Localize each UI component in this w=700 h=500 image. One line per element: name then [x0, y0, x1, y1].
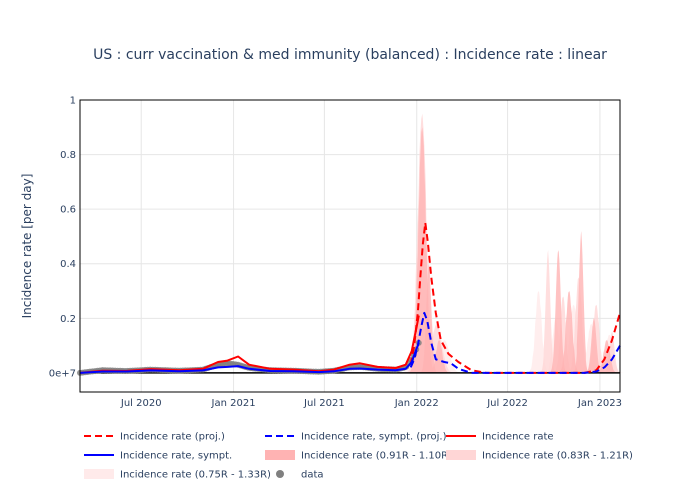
- band-incidence-rate-0-75r-1-33r: [422, 340, 467, 373]
- legend-label: Incidence rate (proj.): [120, 432, 225, 443]
- x-tick-label: Jul 2022: [486, 398, 528, 409]
- chart-title: US : curr vaccination & med immunity (ba…: [93, 47, 607, 63]
- x-tick-label: Jan 2021: [211, 398, 256, 409]
- band-incidence-rate-0-91r-1-10r: [547, 250, 570, 373]
- series-lines: [79, 221, 621, 374]
- band-incidence-rate-0-83r-1-21r: [550, 296, 576, 373]
- x-tick-label: Jan 2023: [577, 398, 622, 409]
- band-incidence-rate-0-83r-1-21r: [538, 250, 558, 373]
- band-incidence-rate-0-75r-1-33r: [524, 291, 553, 373]
- series-incidence-rate: [79, 315, 420, 374]
- legend-label: Incidence rate (0.83R - 1.21R): [482, 451, 633, 462]
- x-axis-ticks: Jul 2020 Jan 2021 Jul 2021 Jan 2022 Jul 2022…: [120, 398, 622, 409]
- band-incidence-rate-0-91r-1-10r: [592, 340, 621, 373]
- band-incidence-rate-0-83r-1-21r: [414, 323, 459, 373]
- x-tick-label: Jul 2021: [303, 398, 345, 409]
- y-tick-label: 0e+7: [49, 368, 76, 379]
- series-incidence-rate-sympt-proj: [409, 311, 621, 374]
- y-tick-label: 0.6: [60, 205, 76, 216]
- series-incidence-rate-proj: [409, 221, 621, 374]
- series-incidence-rate-sympt: [79, 342, 420, 374]
- plot-frame: [79, 99, 621, 393]
- legend-item-data: data: [276, 470, 324, 481]
- legend-item-incidence-rate-sympt: Incidence rate, sympt.: [84, 451, 232, 462]
- legend-swatch: [276, 470, 284, 478]
- y-tick-label: 0.8: [60, 150, 76, 161]
- legend-label: Incidence rate, sympt. (proj.): [301, 432, 447, 443]
- legend-swatch: [265, 450, 295, 460]
- band-incidence-rate-0-91r-1-10r: [417, 263, 440, 373]
- band-incidence-rate-0-91r-1-10r: [582, 318, 605, 373]
- band-incidence-rate-0-75r-1-33r: [557, 304, 591, 373]
- x-tick-label: Jan 2022: [394, 398, 439, 409]
- y-axis-ticks: 0e+7 0.2 0.4 0.6 0.8 1: [49, 96, 76, 380]
- legend-item-incidence-rate-sympt-proj: Incidence rate, sympt. (proj.): [265, 432, 447, 443]
- y-tick-label: 0.2: [60, 314, 76, 325]
- y-axis-title: Incidence rate [per day]: [20, 174, 34, 319]
- x-tick-label: Jul 2020: [120, 398, 162, 409]
- legend-item-incidence-rate-0-75r-1-33r: Incidence rate (0.75R - 1.33R): [84, 469, 271, 481]
- legend-label: Incidence rate, sympt.: [120, 451, 232, 462]
- legend-swatch: [84, 469, 114, 479]
- legend-item-incidence-rate: Incidence rate: [446, 432, 554, 443]
- legend: Incidence rate (proj.) Incidence rate, sy…: [84, 432, 633, 481]
- legend-label: Incidence rate (0.75R - 1.33R): [120, 470, 271, 481]
- band-incidence-rate-0-91r-1-10r: [571, 231, 591, 373]
- legend-item-incidence-rate-proj: Incidence rate (proj.): [84, 432, 225, 443]
- legend-swatch: [446, 450, 476, 460]
- legend-item-incidence-rate-0-91r-1-10r: Incidence rate (0.91R - 1.10R): [265, 450, 452, 462]
- legend-label: Incidence rate: [482, 432, 554, 443]
- y-tick-label: 0.4: [60, 259, 76, 270]
- legend-label: data: [301, 470, 324, 481]
- band-incidence-rate-0-91r-1-10r: [425, 340, 453, 373]
- band-incidence-rate-0-83r-1-21r: [600, 332, 623, 373]
- band-incidence-rate-0-91r-1-10r: [555, 291, 583, 373]
- y-tick-label: 1: [70, 96, 76, 107]
- legend-item-incidence-rate-0-83r-1-21r: Incidence rate (0.83R - 1.21R): [446, 450, 633, 462]
- legend-label: Incidence rate (0.91R - 1.10R): [301, 451, 452, 462]
